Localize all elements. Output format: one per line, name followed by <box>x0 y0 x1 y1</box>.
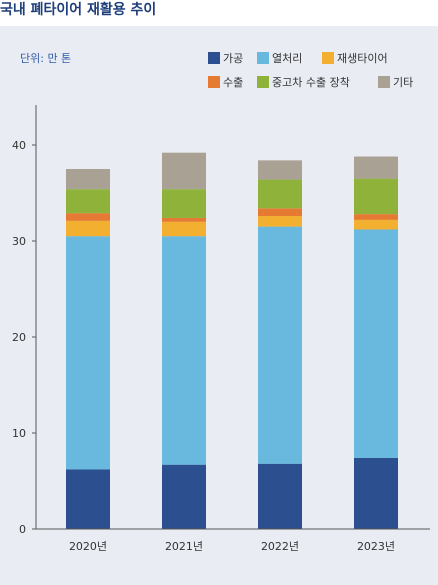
x-tick-label: 2020년 <box>69 540 107 553</box>
bar-segment-1-6 <box>66 169 110 190</box>
x-tick-label: 2022년 <box>261 540 299 553</box>
bar-segment-2-3 <box>162 221 206 237</box>
legend-item-processing: 가공 <box>208 51 243 65</box>
legend-item-used-car-export: 중고차 수출 장착 <box>257 75 350 89</box>
unit-label: 단위: 만 톤 <box>20 52 72 65</box>
legend-item-heat-treatment: 열처리 <box>257 51 302 65</box>
legend-item-retread-tire: 재생타이어 <box>322 51 388 65</box>
legend-label: 열처리 <box>272 52 303 65</box>
bar-segment-3-2 <box>258 226 302 464</box>
bar-segment-2-2 <box>162 236 206 465</box>
legend-swatch <box>208 76 220 88</box>
x-tick-label: 2023년 <box>357 540 395 553</box>
bar-segment-1-1 <box>66 469 110 529</box>
y-tick-label: 30 <box>12 235 26 248</box>
bar-segment-3-3 <box>258 216 302 227</box>
bar-segment-3-6 <box>258 160 302 180</box>
stacked-bar-chart: 0 10 20 30 40 2020년 2021년 2022년 2023년 <box>12 105 430 553</box>
bar-segment-1-3 <box>66 220 110 237</box>
bar-segment-2-6 <box>162 152 206 190</box>
legend-label: 기타 <box>393 76 414 89</box>
legend-label: 수출 <box>223 76 244 89</box>
bar-segment-2-1 <box>162 464 206 529</box>
bar-segment-2-4 <box>162 217 206 222</box>
legend-swatch <box>257 76 269 88</box>
bar-segment-4-6 <box>354 156 398 179</box>
bar-segment-4-3 <box>354 219 398 230</box>
y-tick-label: 10 <box>12 427 26 440</box>
legend-swatch <box>322 52 334 64</box>
chart-title: 국내 폐타이어 재활용 추이 <box>0 2 157 18</box>
y-tick-label: 0 <box>19 523 26 536</box>
bar-segment-3-1 <box>258 463 302 529</box>
axes-group: 0 10 20 30 40 2020년 2021년 2022년 2023년 <box>12 105 430 553</box>
x-tick-label: 2021년 <box>165 540 203 553</box>
legend-item-export: 수출 <box>208 75 243 89</box>
bar-segment-1-5 <box>66 189 110 214</box>
y-tick-label: 20 <box>12 331 26 344</box>
bar-segment-3-4 <box>258 208 302 217</box>
bar-segment-4-2 <box>354 229 398 458</box>
legend-swatch <box>378 76 390 88</box>
legend-label: 중고차 수출 장착 <box>272 76 350 89</box>
bar-segment-1-2 <box>66 236 110 470</box>
bars-group <box>66 152 398 529</box>
bar-segment-3-5 <box>258 179 302 209</box>
legend-swatch <box>257 52 269 64</box>
bar-segment-4-5 <box>354 178 398 215</box>
bar-segment-4-4 <box>354 214 398 220</box>
legend-swatch <box>208 52 220 64</box>
legend-label: 재생타이어 <box>337 52 388 65</box>
y-tick-label: 40 <box>12 139 26 152</box>
bar-segment-4-1 <box>354 457 398 529</box>
bar-segment-2-5 <box>162 189 206 218</box>
legend-item-other: 기타 <box>378 75 413 89</box>
chart-panel: 단위: 만 톤 가공 열처리 재생타이어 수출 중고차 수출 장착 기타 0 10… <box>0 26 438 585</box>
legend-label: 가공 <box>223 52 244 65</box>
bar-segment-1-4 <box>66 213 110 221</box>
